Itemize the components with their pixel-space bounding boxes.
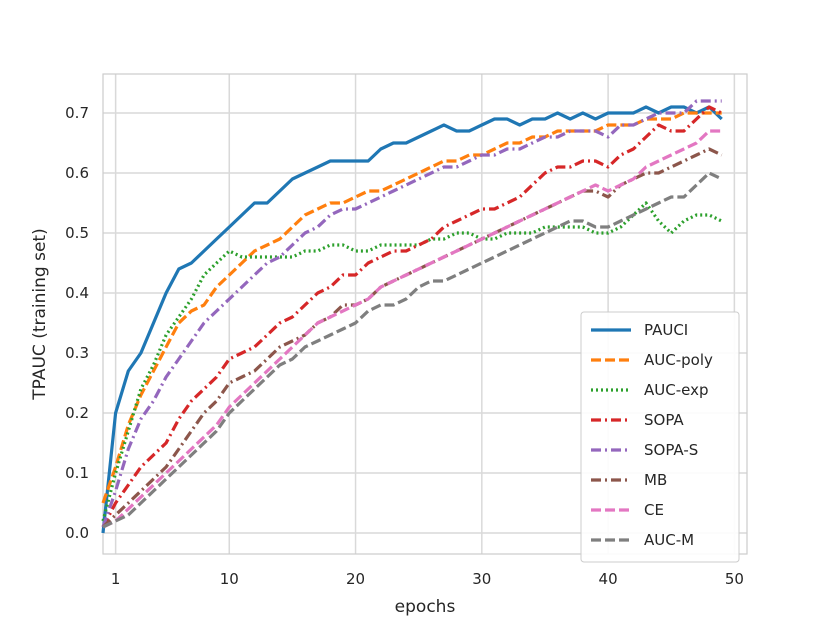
x-tick-label: 50: [725, 570, 744, 588]
y-tick-label: 0.1: [65, 464, 89, 482]
y-tick-label: 0.2: [65, 404, 89, 422]
x-axis-label: epochs: [395, 597, 456, 617]
y-tick-label: 0.5: [65, 224, 89, 242]
legend-label: AUC-exp: [644, 381, 709, 399]
legend-label: AUC-M: [644, 531, 694, 549]
plot-frame: [102, 73, 748, 555]
y-axis-ticks: 0.0 0.1 0.2 0.3 0.4 0.5 0.6 0.7: [65, 104, 89, 542]
x-tick-label: 1: [111, 570, 121, 588]
legend-label: PAUCI: [644, 321, 688, 339]
series-line-pauci: [101, 105, 723, 534]
series-line-auc-m: [102, 171, 723, 529]
x-tick-label: 20: [346, 570, 365, 588]
y-tick-label: 0.3: [65, 344, 89, 362]
y-tick-label: 0.7: [65, 104, 89, 122]
legend-label: MB: [644, 471, 667, 489]
x-tick-label: 10: [220, 570, 239, 588]
x-tick-label: 30: [472, 570, 491, 588]
legend-label: AUC-poly: [644, 351, 713, 369]
y-tick-label: 0.4: [65, 284, 89, 302]
y-tick-label: 0.6: [65, 164, 89, 182]
legend-label: SOPA-S: [644, 441, 698, 459]
legend-label: CE: [644, 501, 664, 519]
series-line-auc-poly: [101, 111, 722, 504]
series-line-sopa: [101, 105, 723, 528]
series-line-auc-exp: [101, 201, 723, 522]
y-tick-label: 0.0: [65, 524, 89, 542]
series-lines: [101, 99, 723, 534]
x-axis-ticks: 1 10 20 30 40 50: [111, 570, 744, 588]
x-tick-label: 40: [599, 570, 618, 588]
legend-box: [580, 311, 740, 563]
legend-label: SOPA: [644, 411, 684, 429]
y-axis-label: TPAUC (training set): [30, 228, 50, 400]
series-line-ce: [102, 129, 722, 529]
legend: PAUCI AUC-poly AUC-exp SOPA SOPA-S MB CE AUC-M: [580, 311, 740, 563]
series-line-sopa-s: [101, 99, 722, 528]
